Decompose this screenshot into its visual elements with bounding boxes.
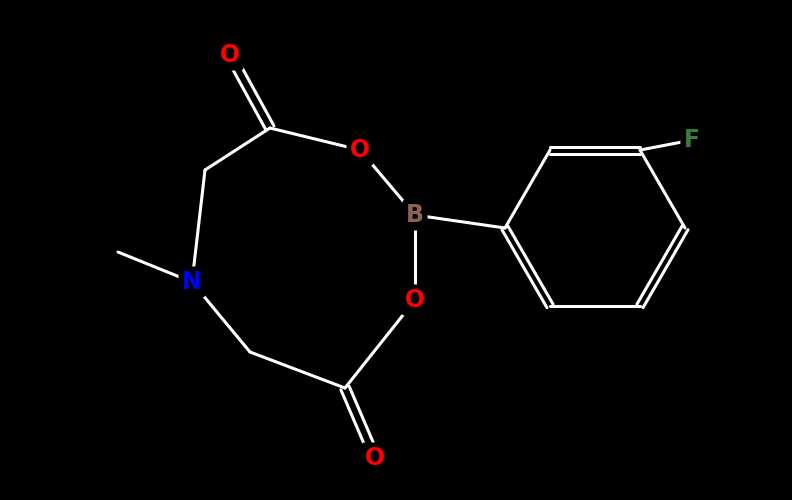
Text: O: O	[405, 288, 425, 312]
Text: O: O	[220, 43, 240, 67]
Text: O: O	[350, 138, 370, 162]
Text: B: B	[406, 203, 424, 227]
Text: F: F	[684, 128, 700, 152]
Text: O: O	[365, 446, 385, 470]
Text: N: N	[182, 270, 202, 294]
